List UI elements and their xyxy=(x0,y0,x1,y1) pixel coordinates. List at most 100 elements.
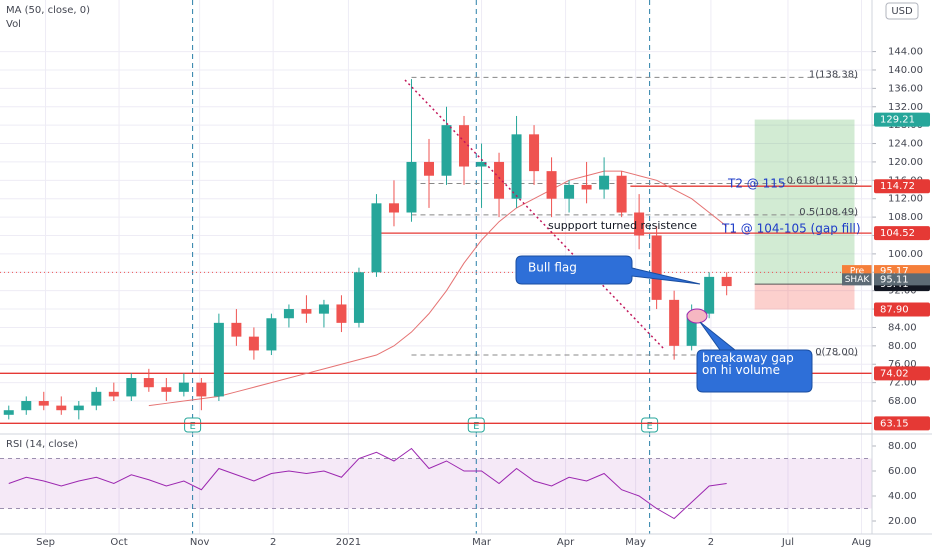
level-tag: 74.02 xyxy=(880,368,909,379)
rsi-line xyxy=(8,447,727,520)
candle-body xyxy=(494,161,505,199)
candle-body xyxy=(529,134,540,172)
candle-body xyxy=(721,276,732,287)
candle-body xyxy=(301,309,312,314)
candle-body xyxy=(406,161,417,213)
target-tag-bg xyxy=(874,112,930,127)
callout-body: breakaway gap on hi volume xyxy=(702,352,794,377)
currency-box[interactable] xyxy=(885,2,919,20)
candle-body xyxy=(143,378,154,388)
level-tag-bg xyxy=(874,366,930,381)
y-tick-label: 136.00 xyxy=(888,83,923,94)
vol-legend: Vol xyxy=(6,19,21,30)
candle-body xyxy=(371,203,382,273)
callout-text: Bull flag xyxy=(528,261,577,275)
level-tag-bg xyxy=(874,179,930,194)
y-tick-label: 72.00 xyxy=(888,378,917,389)
fib-label: 0.5(108.49) xyxy=(799,207,858,218)
callout-text: breakaway gap on hi volume xyxy=(702,352,794,377)
quote-name: SHAK xyxy=(845,275,871,285)
candle-body xyxy=(651,235,662,300)
candle-body xyxy=(38,401,49,406)
candle-body xyxy=(634,212,645,236)
candle-body xyxy=(336,304,347,323)
x-tick-label: Oct xyxy=(110,537,127,548)
stop-zone xyxy=(754,284,855,310)
candle-body xyxy=(231,322,242,337)
stop-tag: 87.90 xyxy=(880,305,909,316)
y-tick-label: 144.00 xyxy=(888,47,923,58)
target-tag: 129.21 xyxy=(880,115,915,126)
earnings-badge xyxy=(641,417,659,433)
earnings-label: E xyxy=(473,421,479,432)
y-tick-label: 84.00 xyxy=(888,322,917,333)
y-tick-label: 140.00 xyxy=(888,65,923,76)
candle-body xyxy=(318,304,329,314)
target-zone xyxy=(754,119,855,285)
y-tick-label: 100.00 xyxy=(888,249,923,260)
quote-name: Pre xyxy=(850,267,865,277)
candle-body xyxy=(21,401,32,411)
candle-body xyxy=(56,405,67,411)
candle-body xyxy=(476,161,487,167)
quote-tag-bg xyxy=(874,273,930,286)
currency: USD xyxy=(891,6,913,17)
candle-body xyxy=(388,203,399,213)
t1-annotation: T1 @ 104-105 (gap fill) xyxy=(721,222,861,236)
rsi-tick-label: 20.00 xyxy=(888,516,917,527)
y-tick-label: 124.00 xyxy=(888,139,923,150)
candle-body xyxy=(616,175,627,213)
candle-body xyxy=(581,184,592,190)
bull-flag-callout: Bull flag xyxy=(515,255,701,285)
candle-body xyxy=(3,410,14,415)
candle-body xyxy=(546,171,557,199)
candle-body xyxy=(108,391,119,397)
candle-body xyxy=(178,382,189,392)
level-tag-bg xyxy=(874,226,930,241)
candle-body xyxy=(126,378,137,397)
y-tick-label: 108.00 xyxy=(888,212,923,223)
candle-body xyxy=(441,125,452,176)
candle-body xyxy=(283,309,294,319)
level-tag: 104.52 xyxy=(880,228,915,239)
quote-tag: 95.11 xyxy=(880,274,909,285)
rsi-tick-label: 40.00 xyxy=(888,491,917,502)
stop-tag-bg xyxy=(874,302,930,317)
y-tick-label: 120.00 xyxy=(888,157,923,168)
y-tick-label: 132.00 xyxy=(888,102,923,113)
candle-body xyxy=(459,125,470,167)
t2-annotation: T2 @ 115 xyxy=(727,177,786,191)
rsi-legend: RSI (14, close) xyxy=(6,439,78,450)
level-tag: 114.72 xyxy=(880,181,915,192)
candle-body xyxy=(599,175,610,190)
earnings-label: E xyxy=(189,421,195,432)
y-tick-label: 80.00 xyxy=(888,341,917,352)
gap-callout: breakaway gap on hi volume xyxy=(696,321,813,393)
fib-label: 1(138.38) xyxy=(809,69,858,80)
quote-name-bg xyxy=(842,273,872,286)
x-tick-label: Nov xyxy=(190,537,210,548)
x-tick-label: Mar xyxy=(472,537,492,548)
callout-shape xyxy=(696,321,813,393)
earnings-label: E xyxy=(646,421,652,432)
earnings-badge xyxy=(184,417,202,433)
fib-label: 0.618(115.31) xyxy=(787,175,859,186)
candle-body xyxy=(669,299,680,346)
level-tag-bg xyxy=(874,416,930,431)
fib-label: 0(78.00) xyxy=(815,347,858,358)
ma-legend: MA (50, close, 0) xyxy=(6,5,90,16)
candle-body xyxy=(161,387,172,392)
callout-shape xyxy=(515,255,701,285)
support-annotation: suppport turned resistence xyxy=(548,219,697,232)
x-tick-label: 2021 xyxy=(336,537,361,548)
level-tag: 63.15 xyxy=(880,418,909,429)
candle-body xyxy=(686,313,697,346)
earnings-badge xyxy=(467,417,485,433)
gap-marker xyxy=(686,308,708,324)
rsi-tick-label: 80.00 xyxy=(888,441,917,452)
candle-body xyxy=(423,161,434,176)
x-tick-label: Jul xyxy=(781,537,794,548)
candle-body xyxy=(213,322,224,397)
